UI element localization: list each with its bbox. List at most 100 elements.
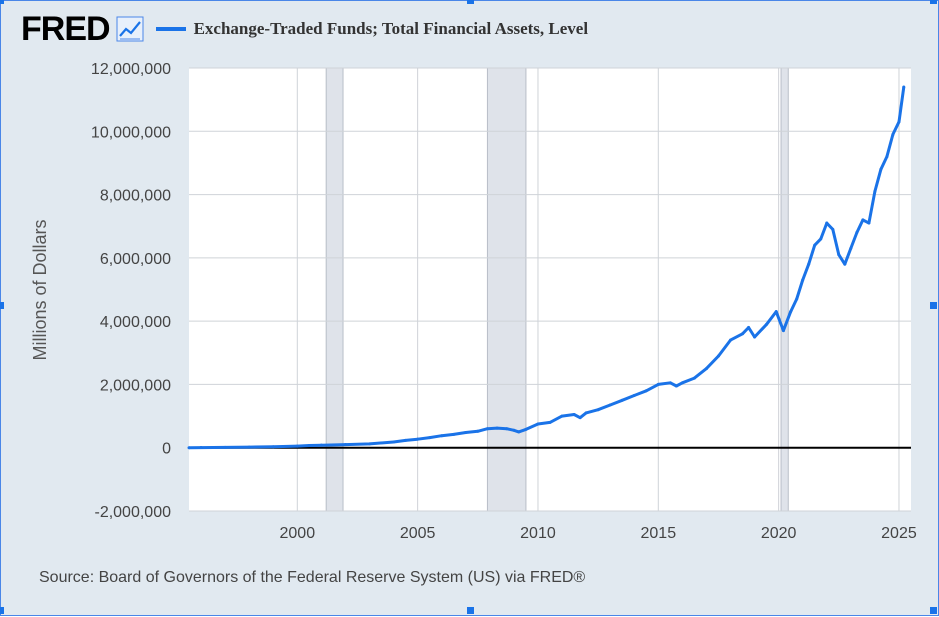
data-point — [368, 442, 371, 446]
data-point — [897, 120, 901, 124]
data-point — [404, 438, 408, 442]
data-point — [879, 167, 883, 171]
data-point — [295, 444, 299, 448]
data-point — [464, 431, 468, 435]
data-point — [644, 389, 648, 393]
data-point — [885, 155, 889, 159]
data-point — [813, 243, 817, 247]
data-point — [428, 436, 432, 440]
data-point — [867, 221, 871, 225]
data-point — [825, 221, 829, 225]
data-point — [223, 445, 227, 449]
data-point — [187, 446, 191, 450]
data-point — [795, 297, 799, 301]
data-point — [861, 218, 865, 222]
data-point — [319, 443, 323, 447]
data-point — [765, 322, 769, 326]
x-tick-label: 2020 — [761, 525, 797, 542]
resize-handle-middle-right[interactable] — [930, 302, 937, 309]
data-point — [843, 262, 847, 266]
data-point — [849, 246, 853, 250]
data-point — [831, 227, 835, 231]
data-point — [656, 382, 660, 386]
data-point — [855, 231, 859, 235]
resize-handle-bottom-right[interactable] — [930, 607, 937, 614]
data-point — [632, 394, 636, 398]
data-point — [668, 381, 672, 385]
x-tick-label: 2015 — [641, 525, 677, 542]
data-point — [548, 420, 552, 424]
data-point — [307, 443, 311, 447]
y-axis-label: Millions of Dollars — [30, 219, 50, 360]
resize-handle-top-right[interactable] — [930, 0, 937, 4]
resize-handle-top-center[interactable] — [467, 0, 474, 4]
data-point — [199, 446, 203, 450]
data-point — [596, 408, 600, 412]
data-point — [620, 398, 624, 402]
recession-band-2 — [486, 67, 527, 512]
y-tick-label: 10,000,000 — [91, 124, 171, 141]
data-point — [512, 428, 516, 432]
data-point — [781, 329, 785, 333]
data-point — [536, 422, 540, 426]
resize-handle-bottom-left[interactable] — [0, 607, 4, 614]
data-point — [891, 132, 895, 136]
y-tick-label: 12,000,000 — [91, 61, 171, 78]
data-point — [247, 445, 251, 449]
y-tick-label: 0 — [162, 441, 171, 458]
legend-line-swatch — [155, 27, 186, 31]
data-point — [741, 332, 745, 336]
data-point — [747, 325, 751, 329]
data-point — [524, 427, 528, 431]
data-point — [485, 427, 489, 431]
line-chart-icon — [116, 16, 144, 42]
data-point — [716, 354, 720, 358]
legend-label: Exchange-Traded Funds; Total Financial A… — [193, 19, 589, 38]
data-point — [505, 427, 509, 431]
data-point — [452, 432, 456, 436]
data-point — [753, 335, 757, 339]
y-tick-label: 6,000,000 — [100, 251, 171, 268]
data-point — [440, 434, 444, 438]
source-note: Source: Board of Governors of the Federa… — [39, 569, 586, 586]
data-point — [774, 310, 778, 314]
y-tick-label: 4,000,000 — [100, 314, 171, 331]
data-point — [608, 403, 612, 407]
data-point — [837, 253, 841, 257]
x-tick-label: 2000 — [280, 525, 316, 542]
y-tick-label: 8,000,000 — [100, 188, 171, 205]
x-tick-label: 2010 — [520, 525, 556, 542]
data-point — [271, 445, 275, 449]
data-point — [680, 381, 684, 385]
x-tick-label: 2025 — [881, 525, 917, 542]
data-point — [873, 189, 877, 193]
data-point — [343, 443, 347, 447]
y-tick-label: -2,000,000 — [94, 504, 171, 521]
data-point — [476, 429, 480, 433]
recession-band-3 — [780, 67, 789, 512]
resize-handle-middle-left[interactable] — [0, 302, 4, 309]
data-point — [902, 85, 906, 89]
y-tick-label: 2,000,000 — [100, 377, 171, 394]
data-point — [416, 437, 420, 441]
data-point — [807, 262, 811, 266]
data-point — [789, 310, 793, 314]
data-point — [572, 412, 576, 416]
data-point — [578, 416, 582, 420]
data-point — [729, 338, 732, 342]
plot-area — [189, 68, 911, 511]
data-point — [560, 414, 564, 418]
data-point — [692, 376, 696, 380]
x-tick-label: 2005 — [400, 525, 436, 542]
data-point — [517, 430, 521, 434]
chart-header: FRED Exchange-Traded Funds; Total Financ… — [21, 9, 588, 49]
data-point — [495, 426, 499, 430]
data-point — [392, 440, 396, 444]
resize-handle-top-left[interactable] — [0, 0, 4, 4]
data-point — [704, 367, 708, 371]
data-point — [819, 237, 823, 241]
resize-handle-bottom-center[interactable] — [467, 607, 474, 614]
data-point — [584, 411, 588, 415]
